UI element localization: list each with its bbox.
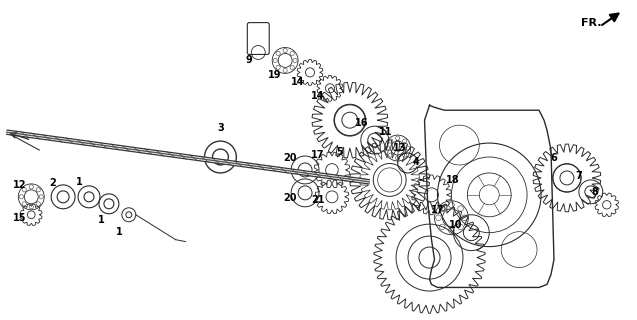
Text: 17: 17	[431, 205, 444, 215]
Text: 18: 18	[446, 175, 459, 185]
Text: 7: 7	[575, 171, 582, 181]
Text: 14: 14	[311, 91, 325, 101]
Text: 16: 16	[355, 118, 369, 128]
Text: 2: 2	[49, 178, 55, 188]
Text: FR.: FR.	[581, 18, 601, 28]
Text: 20: 20	[283, 193, 297, 203]
Text: 1: 1	[115, 227, 122, 237]
Text: 6: 6	[550, 153, 557, 163]
Text: 1: 1	[76, 177, 82, 187]
Text: 17: 17	[311, 150, 325, 160]
Text: 13: 13	[393, 143, 406, 153]
Text: 14: 14	[291, 77, 305, 87]
Text: 9: 9	[246, 55, 253, 65]
Text: 4: 4	[412, 157, 419, 167]
Text: 1: 1	[97, 215, 104, 225]
Text: 21: 21	[311, 195, 325, 205]
Text: 11: 11	[379, 127, 392, 137]
Text: 3: 3	[217, 123, 224, 133]
Text: 12: 12	[13, 180, 26, 190]
Text: 19: 19	[268, 70, 281, 80]
Text: 15: 15	[13, 213, 26, 223]
Text: 20: 20	[283, 153, 297, 163]
Text: 10: 10	[448, 220, 462, 230]
Text: 5: 5	[336, 147, 343, 157]
Text: 8: 8	[591, 187, 598, 197]
